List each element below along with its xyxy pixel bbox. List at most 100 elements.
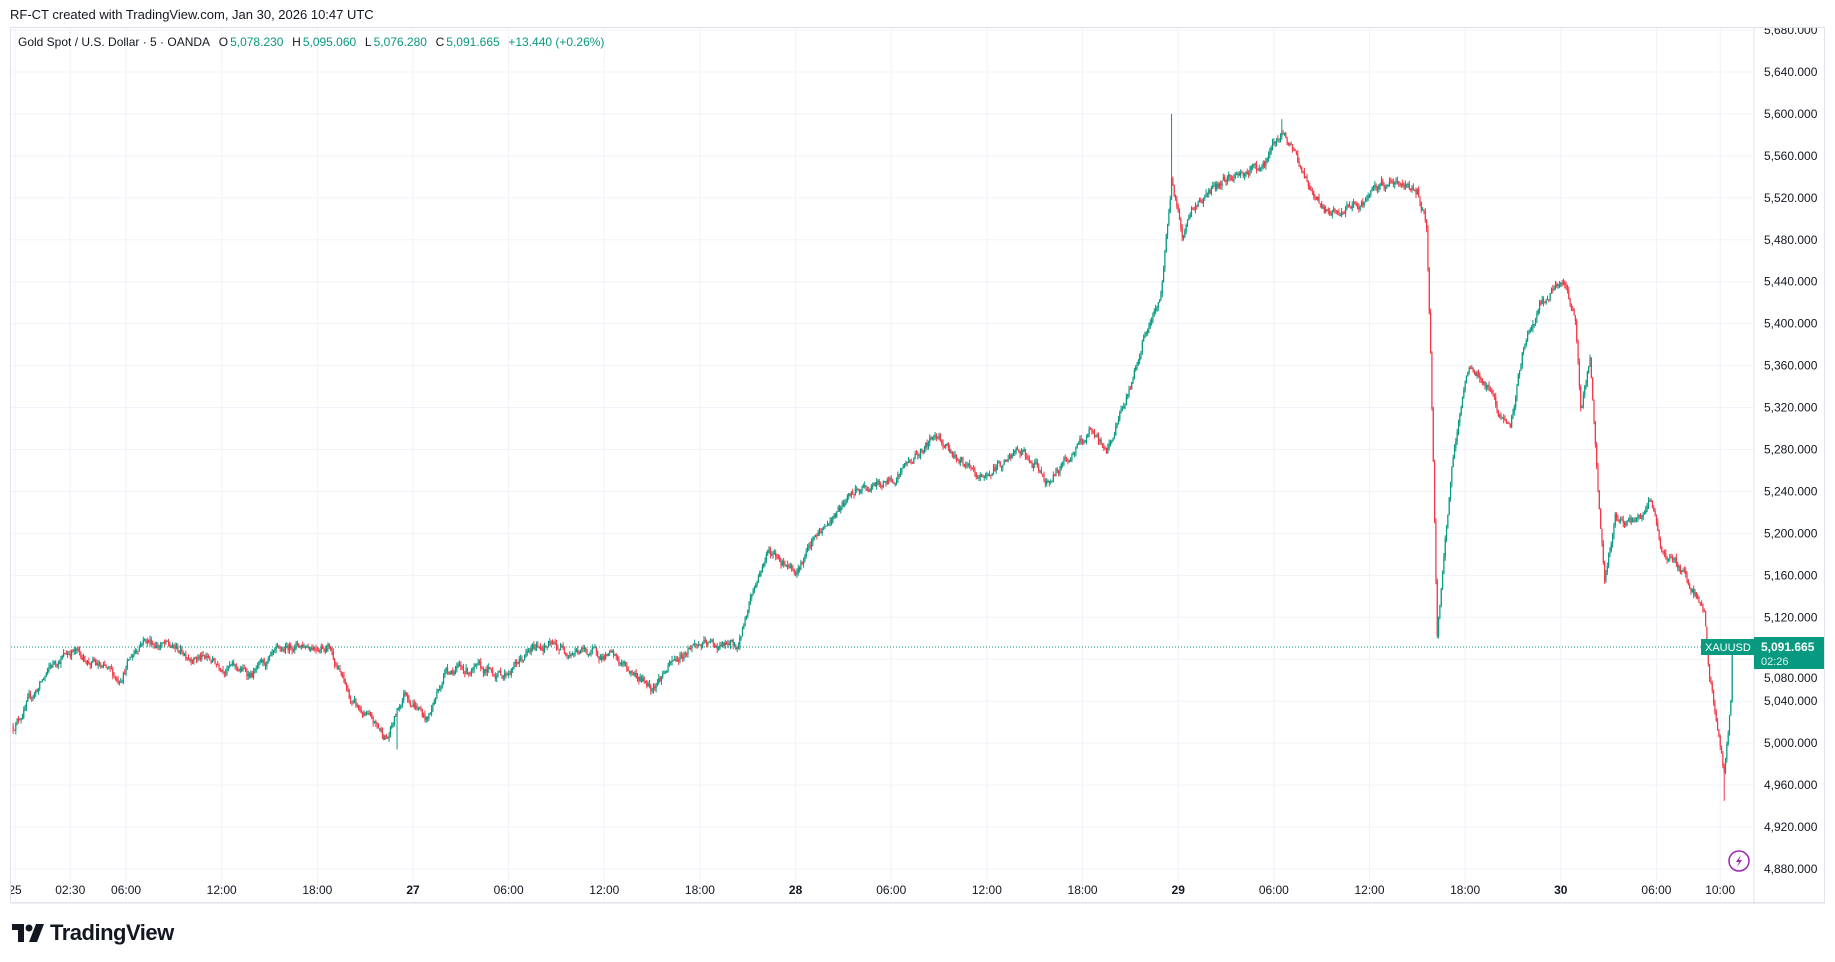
candle <box>1671 554 1673 563</box>
candle-body <box>1139 356 1141 361</box>
candle-body <box>44 675 46 679</box>
candle <box>1251 163 1254 171</box>
candle <box>32 695 34 701</box>
candle <box>1180 217 1182 232</box>
candle <box>683 651 685 662</box>
candle-body <box>391 724 393 728</box>
candle <box>474 663 477 667</box>
candle <box>615 653 617 661</box>
candlestick-chart[interactable]: 5,680.0005,640.0005,600.0005,560.0005,52… <box>11 28 1826 904</box>
price-tick-label: 5,600.000 <box>1764 107 1818 121</box>
candle <box>848 492 850 500</box>
candle <box>874 481 876 487</box>
candle <box>1306 173 1308 183</box>
candle-body <box>1189 214 1191 218</box>
candle-body <box>1368 194 1371 196</box>
candle-body <box>591 648 593 651</box>
candle <box>1519 369 1521 379</box>
candle-body <box>1281 132 1283 137</box>
candle-body <box>185 653 187 658</box>
candle <box>424 710 426 723</box>
tradingview-logo[interactable]: TradingView <box>12 920 174 946</box>
candle-body <box>1194 205 1197 211</box>
candle <box>1669 553 1671 562</box>
candle-body <box>597 651 599 657</box>
candle <box>286 642 288 649</box>
candle <box>1197 200 1199 208</box>
candle <box>1630 515 1632 526</box>
candle <box>1530 325 1533 332</box>
candle-body <box>1697 597 1699 599</box>
candle <box>1633 517 1635 523</box>
candle-body <box>857 488 859 490</box>
candle-body <box>906 462 908 464</box>
candle <box>1588 365 1590 374</box>
candle-body <box>1124 404 1126 407</box>
candle-body <box>286 646 288 648</box>
candle-body <box>1504 419 1506 421</box>
candle <box>1694 588 1696 597</box>
candle <box>1585 379 1587 390</box>
candle <box>256 662 259 670</box>
candle <box>1006 459 1008 463</box>
candle <box>748 601 750 614</box>
candle-body <box>1089 428 1092 430</box>
candle-body <box>767 549 769 554</box>
candle-body <box>336 666 338 670</box>
candle <box>525 648 527 658</box>
candle-body <box>744 617 746 626</box>
candle-body <box>1473 371 1476 373</box>
candle-body <box>682 656 684 659</box>
candle-body <box>1209 190 1211 194</box>
candle <box>145 638 147 644</box>
candle-body <box>1723 765 1725 773</box>
candle-body <box>1251 163 1254 167</box>
candle <box>1297 150 1299 164</box>
candle-body <box>1412 186 1414 190</box>
candle <box>36 688 38 693</box>
candle <box>276 643 279 648</box>
candle-body <box>448 671 450 674</box>
candle-body <box>334 658 336 665</box>
candle <box>622 660 624 668</box>
candle-body <box>1311 189 1313 192</box>
chart-frame[interactable]: 5,680.000 5,640.000 5,600.000 5,560.000 5,52… <box>10 27 1826 904</box>
candle-body <box>1727 733 1729 745</box>
candle <box>1382 178 1384 187</box>
lightning-icon[interactable] <box>1728 850 1750 872</box>
candle <box>1554 280 1557 290</box>
candle <box>1697 593 1699 600</box>
candle <box>1141 339 1143 355</box>
candle-body <box>340 671 342 675</box>
candle-body <box>1267 154 1270 159</box>
candle <box>1368 193 1371 199</box>
candle-body <box>729 641 732 646</box>
candle-body <box>1228 174 1230 178</box>
candle <box>1473 369 1476 375</box>
candle <box>1540 300 1542 306</box>
candle <box>523 654 526 661</box>
candle-body <box>887 479 890 481</box>
candle <box>923 445 926 454</box>
candle-body <box>268 656 271 659</box>
candle-body <box>1214 184 1216 190</box>
candle-body <box>64 653 66 655</box>
candle-body <box>1262 162 1264 167</box>
candle <box>1435 518 1437 585</box>
candle-body <box>724 642 726 646</box>
candle <box>1711 680 1713 694</box>
candle <box>849 493 851 497</box>
candle <box>966 461 968 469</box>
candle <box>482 666 485 678</box>
candle <box>415 701 417 711</box>
candle-body <box>1343 213 1345 215</box>
candle <box>195 656 198 664</box>
candle <box>81 654 83 661</box>
candle-body <box>331 650 333 652</box>
candle <box>1646 502 1648 513</box>
candle-body <box>914 453 916 458</box>
time-axis: 25 02:30 06:00 12:00 18:00 27 06:00 12:00 18:00 2… <box>11 883 1736 897</box>
candle <box>1619 516 1622 524</box>
candle-body <box>1516 385 1518 398</box>
candle <box>1569 297 1571 307</box>
